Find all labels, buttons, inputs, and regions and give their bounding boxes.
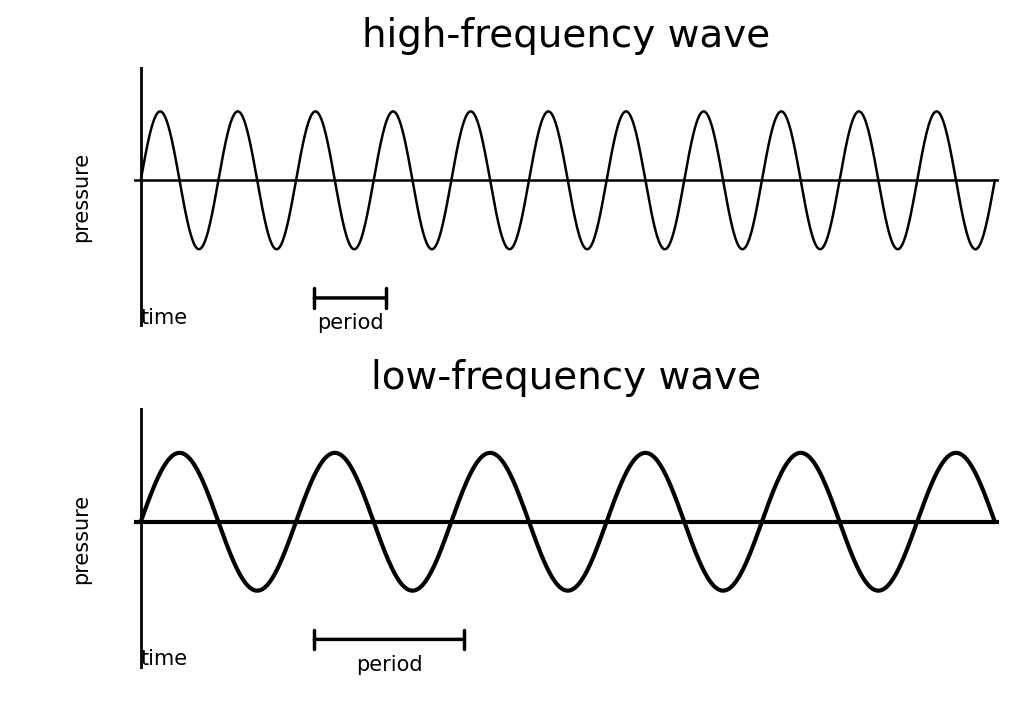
Text: period: period [356, 655, 422, 674]
Title: high-frequency wave: high-frequency wave [363, 18, 770, 56]
Text: pressure: pressure [71, 152, 91, 242]
Text: time: time [141, 650, 187, 670]
Text: time: time [141, 308, 187, 328]
Title: low-frequency wave: low-frequency wave [372, 359, 761, 397]
Text: period: period [317, 313, 384, 333]
Text: pressure: pressure [71, 494, 91, 584]
